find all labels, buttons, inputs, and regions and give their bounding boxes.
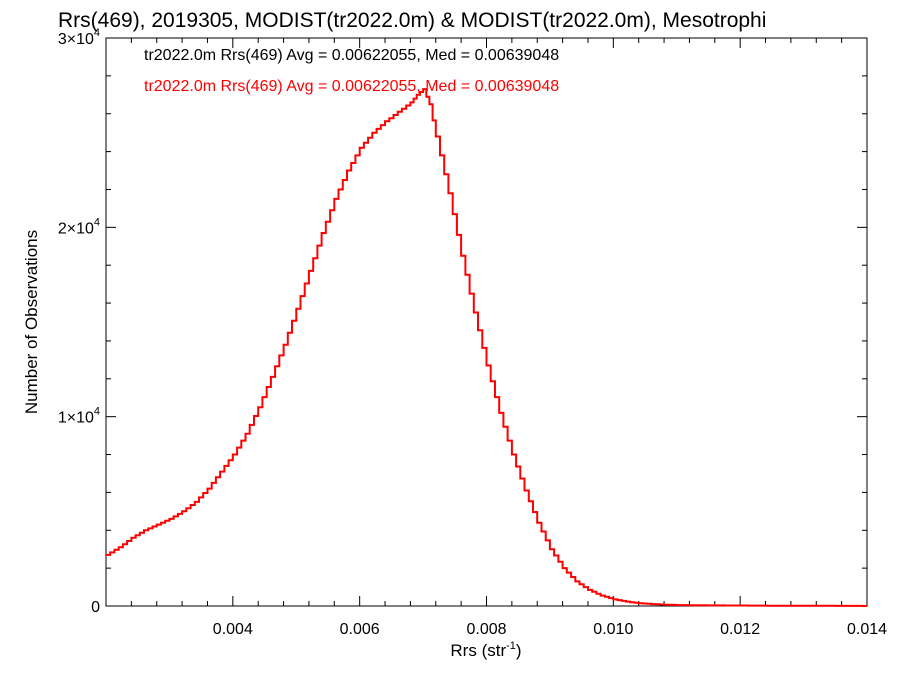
plot-frame	[105, 37, 868, 607]
y-tick-label: 2×104	[58, 216, 100, 237]
series-layer	[106, 88, 867, 607]
x-tick-label: 0.006	[340, 621, 380, 638]
x-tick-label: 0.014	[847, 621, 887, 638]
y-tick-label: 1×104	[58, 406, 100, 427]
legend-entry-2: tr2022.0m Rrs(469) Avg = 0.00622055, Med…	[144, 78, 559, 95]
x-axis-ticks: 0.004 0.006 0.008 0.010 0.012 0.014	[105, 38, 887, 638]
legend-entry-1: tr2022.0m Rrs(469) Avg = 0.00622055, Med…	[144, 47, 559, 64]
y-axis-label: Number of Observations	[22, 230, 41, 414]
y-tick-label: 0	[91, 599, 100, 616]
x-tick-label: 0.010	[593, 621, 633, 638]
x-tick-label: 0.012	[720, 621, 760, 638]
y-axis-ticks: 0 1×104 2×104 3×104	[58, 27, 867, 616]
x-axis-label: Rrs (str-1)	[450, 640, 521, 660]
chart-title: Rrs(469), 2019305, MODIST(tr2022.0m) & M…	[58, 9, 766, 32]
y-tick-label: 3×104	[58, 27, 100, 48]
x-tick-label: 0.004	[213, 621, 253, 638]
histogram-series	[106, 88, 867, 607]
x-tick-label: 0.008	[466, 621, 506, 638]
